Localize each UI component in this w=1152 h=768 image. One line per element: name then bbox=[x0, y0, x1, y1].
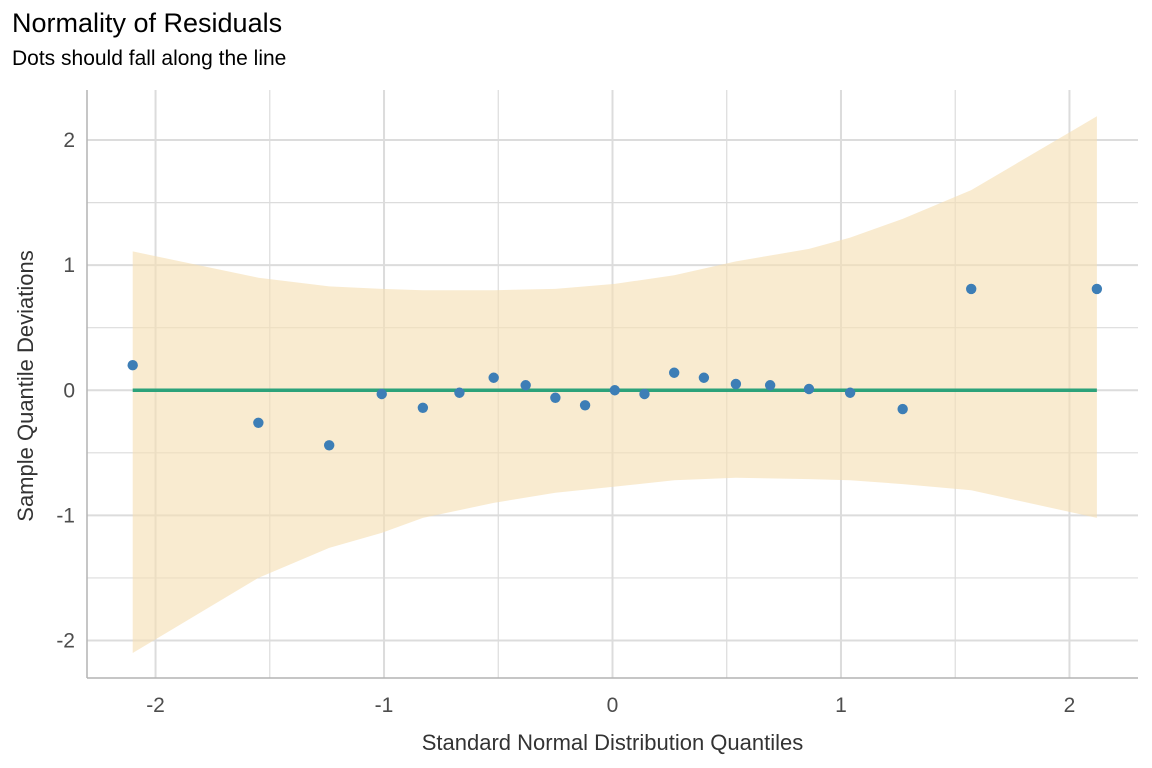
x-tick-label: -1 bbox=[375, 694, 394, 717]
x-tick-labels: -2 -1 0 1 2 bbox=[146, 694, 1075, 717]
x-tick-label: 1 bbox=[835, 694, 847, 717]
data-point-1 bbox=[127, 360, 138, 371]
data-point-14 bbox=[698, 372, 710, 383]
y-tick-label: 0 bbox=[63, 379, 75, 402]
data-point-12 bbox=[639, 388, 650, 400]
data-point-17 bbox=[803, 383, 815, 395]
y-axis-title: Sample Quantile Deviations bbox=[13, 250, 38, 521]
data-point-10 bbox=[579, 400, 591, 411]
x-tick-label: -2 bbox=[146, 694, 165, 717]
x-tick-label: 2 bbox=[1064, 694, 1076, 717]
data-point-21 bbox=[1091, 283, 1103, 295]
data-point-11 bbox=[609, 385, 620, 396]
data-point-13 bbox=[668, 367, 680, 378]
data-point-7 bbox=[488, 372, 499, 383]
chart-title: Normality of Residuals bbox=[12, 8, 283, 38]
data-point-16 bbox=[764, 380, 776, 391]
x-axis-title: Standard Normal Distribution Quantiles bbox=[422, 730, 804, 755]
axes bbox=[86, 90, 1138, 679]
data-point-5 bbox=[417, 402, 429, 413]
chart-subtitle: Dots should fall along the line bbox=[12, 47, 287, 70]
y-tick-labels: -2 -1 0 1 2 bbox=[56, 129, 75, 652]
data-point-3 bbox=[323, 440, 335, 451]
data-point-2 bbox=[253, 417, 264, 428]
y-tick-label: 1 bbox=[63, 254, 75, 277]
y-tick-label: -1 bbox=[56, 504, 75, 527]
confidence-band bbox=[132, 116, 1097, 654]
data-point-20 bbox=[966, 283, 977, 295]
data-point-15 bbox=[730, 378, 742, 390]
data-point-8 bbox=[520, 380, 531, 391]
data-points bbox=[127, 283, 1103, 451]
data-point-6 bbox=[454, 387, 465, 398]
data-point-18 bbox=[844, 387, 856, 398]
y-tick-label: 2 bbox=[63, 129, 75, 152]
y-tick-label: -2 bbox=[56, 629, 75, 652]
data-point-19 bbox=[897, 403, 908, 415]
x-tick-label: 0 bbox=[607, 694, 619, 717]
data-point-9 bbox=[550, 392, 561, 403]
data-point-4 bbox=[376, 388, 387, 400]
